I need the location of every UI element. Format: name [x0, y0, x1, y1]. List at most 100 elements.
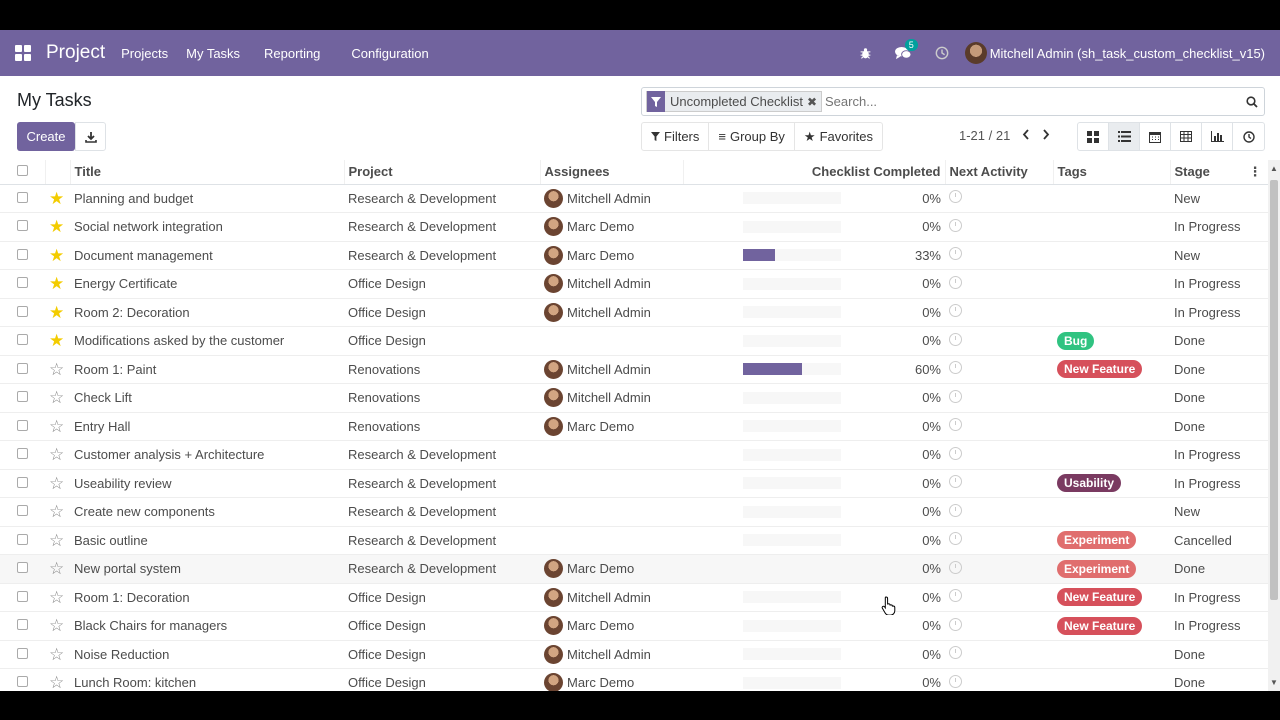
activity-clock-icon[interactable]: [923, 30, 961, 76]
activity-clock-icon[interactable]: [949, 446, 962, 460]
priority-star-icon[interactable]: ☆: [49, 445, 65, 465]
menu-reporting[interactable]: Reporting: [264, 45, 321, 61]
task-stage[interactable]: Done: [1170, 412, 1268, 441]
task-assignees-cell[interactable]: Mitchell Admin: [540, 184, 683, 213]
next-activity-cell[interactable]: [945, 326, 1053, 356]
row-checkbox[interactable]: [17, 676, 28, 688]
task-stage[interactable]: In Progress: [1170, 269, 1268, 299]
task-assignees-cell[interactable]: Mitchell Admin: [540, 383, 683, 413]
task-assignees-cell[interactable]: Mitchell Admin: [540, 298, 683, 327]
search-input[interactable]: [825, 89, 1240, 114]
table-row[interactable]: ☆ Create new components Research & Devel…: [0, 497, 1268, 527]
scroll-thumb[interactable]: [1270, 180, 1278, 600]
task-stage[interactable]: New: [1170, 497, 1268, 527]
row-checkbox[interactable]: [17, 220, 28, 232]
task-title[interactable]: Room 2: Decoration: [70, 298, 344, 327]
menu-projects[interactable]: Projects: [121, 45, 169, 61]
facet-remove-icon[interactable]: ✖: [806, 94, 818, 109]
task-stage[interactable]: Done: [1170, 326, 1268, 356]
task-assignees-cell[interactable]: Marc Demo: [540, 554, 683, 584]
scroll-down-icon[interactable]: ▼: [1270, 678, 1278, 687]
task-stage[interactable]: In Progress: [1170, 611, 1268, 641]
priority-star-icon[interactable]: ☆: [49, 559, 65, 579]
next-activity-cell[interactable]: [945, 611, 1053, 641]
activity-clock-icon[interactable]: [949, 247, 962, 261]
table-row[interactable]: ★ Energy Certificate Office Design Mitch…: [0, 269, 1268, 299]
graph-view-icon[interactable]: [1202, 123, 1233, 150]
task-project[interactable]: Office Design: [344, 269, 540, 299]
task-project[interactable]: Research & Development: [344, 184, 540, 213]
table-row[interactable]: ☆ Lunch Room: kitchen Office Design Marc…: [0, 668, 1268, 691]
priority-star-icon[interactable]: ☆: [49, 416, 65, 436]
activity-clock-icon[interactable]: [949, 589, 962, 603]
priority-star-icon[interactable]: ★: [49, 245, 65, 265]
row-checkbox[interactable]: [17, 191, 28, 203]
task-title[interactable]: Basic outline: [70, 526, 344, 555]
next-activity-cell[interactable]: [945, 497, 1053, 527]
task-project[interactable]: Research & Development: [344, 526, 540, 555]
next-activity-cell[interactable]: [945, 241, 1053, 270]
priority-star-icon[interactable]: ☆: [49, 616, 65, 636]
task-project[interactable]: Office Design: [344, 326, 540, 356]
row-checkbox[interactable]: [17, 277, 28, 289]
favorites-button[interactable]: ★ Favorites: [795, 123, 882, 150]
activity-clock-icon[interactable]: [949, 617, 962, 631]
next-activity-cell[interactable]: [945, 526, 1053, 555]
priority-star-icon[interactable]: ☆: [49, 673, 65, 691]
task-project[interactable]: Renovations: [344, 412, 540, 441]
kanban-view-icon[interactable]: [1078, 123, 1109, 150]
next-activity-cell[interactable]: [945, 469, 1053, 498]
task-stage[interactable]: In Progress: [1170, 469, 1268, 498]
task-stage[interactable]: Done: [1170, 554, 1268, 584]
menu-my-tasks[interactable]: My Tasks: [186, 45, 241, 61]
table-row[interactable]: ☆ Entry Hall Renovations Marc Demo 0% Do…: [0, 412, 1268, 441]
priority-star-icon[interactable]: ★: [49, 331, 65, 351]
task-project[interactable]: Office Design: [344, 611, 540, 641]
task-title[interactable]: Black Chairs for managers: [70, 611, 344, 641]
task-assignees-cell[interactable]: [540, 326, 683, 356]
task-stage[interactable]: Done: [1170, 668, 1268, 691]
priority-star-icon[interactable]: ★: [49, 217, 65, 237]
task-title[interactable]: Document management: [70, 241, 344, 270]
calendar-view-icon[interactable]: [1140, 123, 1171, 150]
next-activity-cell[interactable]: [945, 383, 1053, 413]
task-stage[interactable]: New: [1170, 241, 1268, 270]
row-checkbox[interactable]: [17, 419, 28, 431]
header-next-activity[interactable]: Next Activity: [945, 160, 1054, 185]
pager-previous-icon[interactable]: [1022, 128, 1030, 143]
header-checklist[interactable]: Checklist Completed: [683, 160, 946, 185]
activity-clock-icon[interactable]: [949, 218, 962, 232]
task-assignees-cell[interactable]: Mitchell Admin: [540, 269, 683, 299]
user-menu[interactable]: Mitchell Admin (sh_task_custom_checklist…: [964, 42, 1280, 64]
task-project[interactable]: Research & Development: [344, 440, 540, 470]
row-checkbox[interactable]: [17, 362, 28, 374]
task-assignees-cell[interactable]: [540, 469, 683, 498]
row-checkbox[interactable]: [17, 647, 28, 659]
table-row[interactable]: ★ Planning and budget Research & Develop…: [0, 184, 1268, 213]
priority-star-icon[interactable]: ☆: [49, 587, 65, 607]
task-stage[interactable]: Done: [1170, 640, 1268, 669]
task-project[interactable]: Renovations: [344, 383, 540, 413]
next-activity-cell[interactable]: [945, 412, 1053, 441]
task-project[interactable]: Office Design: [344, 668, 540, 691]
header-project[interactable]: Project: [344, 160, 541, 185]
header-assignees[interactable]: Assignees: [540, 160, 684, 185]
task-project[interactable]: Research & Development: [344, 554, 540, 584]
task-assignees-cell[interactable]: [540, 497, 683, 527]
table-row[interactable]: ★ Document management Research & Develop…: [0, 241, 1268, 270]
task-stage[interactable]: In Progress: [1170, 298, 1268, 327]
next-activity-cell[interactable]: [945, 640, 1053, 669]
task-title[interactable]: Energy Certificate: [70, 269, 344, 299]
task-assignees-cell[interactable]: Marc Demo: [540, 412, 683, 441]
task-title[interactable]: Room 1: Decoration: [70, 583, 344, 612]
task-title[interactable]: Useability review: [70, 469, 344, 498]
row-checkbox[interactable]: [17, 305, 28, 317]
messages-icon[interactable]: 5: [885, 30, 923, 76]
activity-clock-icon[interactable]: [949, 389, 962, 403]
apps-menu-icon[interactable]: [0, 30, 46, 76]
task-stage[interactable]: In Progress: [1170, 212, 1268, 242]
activity-clock-icon[interactable]: [949, 190, 962, 204]
next-activity-cell[interactable]: [945, 269, 1053, 299]
task-assignees-cell[interactable]: Mitchell Admin: [540, 355, 683, 384]
task-title[interactable]: Room 1: Paint: [70, 355, 344, 384]
